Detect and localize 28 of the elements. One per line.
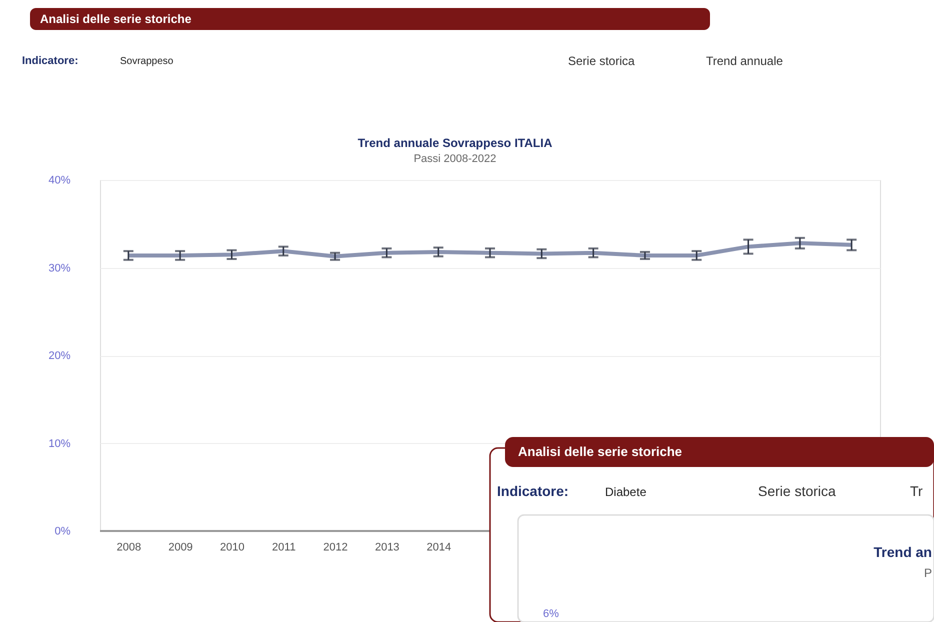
line-series <box>126 241 854 258</box>
text: Serie storica <box>568 54 636 68</box>
annotation: Diabete <box>605 485 647 499</box>
y-tick-label: 10% <box>48 438 71 450</box>
x-tick-label: 2014 <box>426 542 452 554</box>
chart-title: Trend annuale Sovrappeso ITALIA <box>358 136 553 150</box>
x-tick-label: 2011 <box>272 542 296 554</box>
annotation: Indicatore: <box>497 483 569 499</box>
x-tick-label: 2012 <box>323 542 348 554</box>
x-tick-label: 2009 <box>168 542 193 554</box>
y-tick-label: 0% <box>54 526 71 538</box>
chart-subtitle: Passi 2008-2022 <box>414 153 496 165</box>
y-tick-label: 20% <box>48 350 71 362</box>
text: 6% <box>543 608 560 620</box>
y-tick-label: 30% <box>48 262 71 274</box>
annotation: Serie storica <box>758 483 836 499</box>
x-tick-label: 2008 <box>116 542 142 554</box>
annotation: Analisi delle serie storiche <box>518 444 682 459</box>
x-tick-label: 2013 <box>374 542 400 554</box>
text: Trend an <box>874 544 932 560</box>
text: Trend annuale <box>706 54 784 68</box>
text: Tr <box>910 483 924 499</box>
x-tick-label: 2010 <box>220 542 244 554</box>
text: Indicatore: <box>22 55 78 67</box>
text: P <box>924 566 932 580</box>
text: Analisi delle serie storiche <box>40 12 192 26</box>
y-tick-label: 40% <box>48 174 71 186</box>
text: Sovrappeso <box>120 56 174 67</box>
